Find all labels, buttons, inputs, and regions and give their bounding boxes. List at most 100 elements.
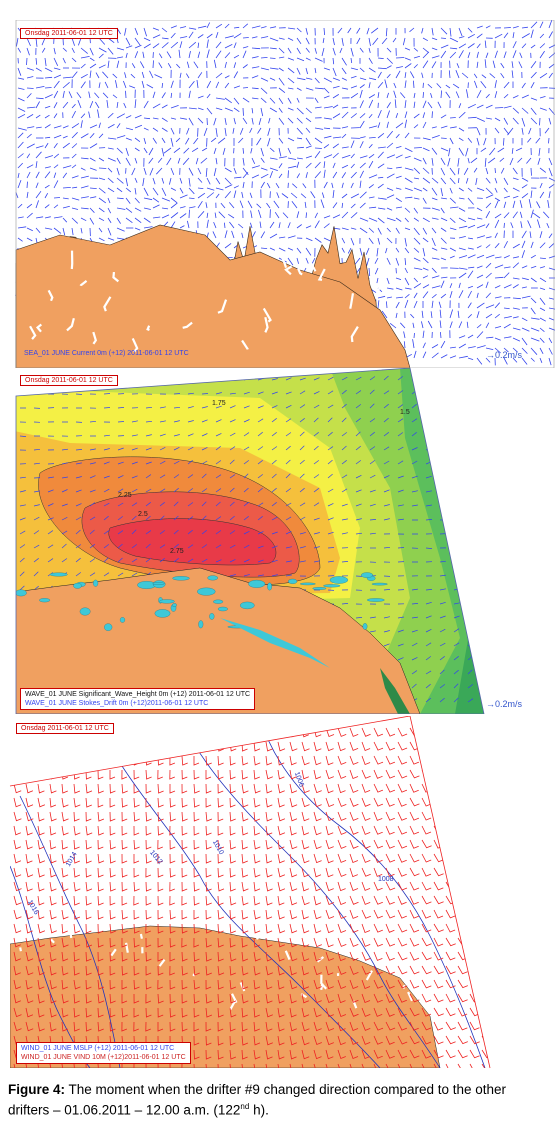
stokes-vector: [453, 697, 459, 703]
current-vector: [161, 104, 168, 109]
wind-barb: [457, 1021, 468, 1031]
current-vector: [68, 91, 73, 99]
current-vector: [158, 62, 163, 69]
wind-barb: [169, 895, 175, 906]
current-vector: [71, 132, 78, 139]
wind-barb: [289, 755, 297, 766]
current-vector: [368, 196, 375, 199]
stokes-vector: [75, 489, 82, 493]
wind-barb: [85, 881, 93, 892]
wind-barb: [481, 909, 490, 919]
wind-barb: [349, 895, 359, 905]
current-vector: [368, 67, 376, 73]
wind-barb: [25, 755, 34, 766]
current-vector: [350, 113, 357, 119]
wind-barb: [97, 867, 104, 878]
wind-barb: [181, 783, 188, 794]
stokes-vector: [201, 501, 207, 507]
current-vector: [161, 92, 166, 99]
wind-barb: [265, 853, 273, 864]
stokes-vector: [397, 489, 404, 493]
wind-barb: [373, 1049, 383, 1059]
wind-barb: [49, 979, 57, 990]
current-vector: [548, 287, 555, 291]
current-vector: [269, 157, 278, 160]
current-vector: [26, 237, 33, 242]
current-vector: [437, 101, 442, 109]
wind-barb: [337, 1035, 346, 1046]
wind-barb: [265, 881, 273, 892]
wind-barb: [265, 993, 273, 1004]
stokes-vector: [61, 462, 68, 465]
current-vector: [402, 37, 406, 46]
current-vector: [332, 152, 339, 159]
wind-barb: [253, 825, 260, 836]
current-vector: [386, 167, 393, 169]
stokes-vector: [33, 530, 40, 535]
wind-barb: [421, 741, 432, 751]
current-vector: [494, 219, 500, 229]
current-vector: [476, 284, 484, 289]
coastal-ice: [152, 582, 165, 585]
wind-barb: [109, 951, 116, 962]
current-vector: [494, 276, 504, 279]
current-vector: [26, 191, 29, 199]
stokes-vector: [243, 460, 250, 465]
stokes-vector: [89, 544, 96, 549]
wind-barb: [301, 951, 310, 962]
wind-barb: [85, 1063, 92, 1068]
current-vector: [395, 227, 400, 234]
wind-barb: [217, 797, 224, 808]
current-vector: [431, 135, 440, 139]
current-vector: [548, 267, 555, 271]
current-vector: [95, 101, 100, 109]
wind-barb: [325, 937, 334, 948]
current-vector: [431, 293, 437, 299]
stokes-vector: [229, 419, 236, 423]
current-vector: [62, 187, 71, 189]
current-vector: [548, 177, 555, 182]
current-vector: [548, 31, 553, 39]
wind-barb: [241, 839, 248, 850]
stokes-vector: [355, 489, 362, 493]
wind-barb: [457, 783, 468, 793]
current-vector: [260, 167, 268, 171]
current-vector: [377, 227, 382, 235]
stokes-vector: [341, 603, 349, 605]
wind-barb: [481, 923, 490, 933]
wind-barb: [313, 769, 322, 780]
current-vector: [386, 217, 396, 222]
current-vector: [304, 201, 307, 209]
stokes-vector: [439, 669, 445, 675]
wind-barb: [13, 979, 22, 990]
current-vector: [143, 197, 153, 201]
current-vector: [512, 337, 521, 342]
current-vector: [80, 120, 83, 129]
current-vector: [473, 73, 478, 79]
wind-barb: [61, 951, 69, 962]
wind-barb: [229, 867, 236, 878]
wind-barb: [193, 881, 200, 892]
current-vector: [359, 247, 363, 256]
current-vector: [395, 312, 398, 319]
wind-barb: [265, 965, 273, 976]
current-vector: [287, 37, 294, 41]
fjord: [110, 948, 117, 957]
current-vector: [170, 25, 177, 29]
current-vector: [116, 56, 124, 59]
stokes-vector: [355, 617, 363, 619]
wind-barb: [373, 741, 384, 751]
current-vector: [242, 64, 248, 69]
current-vector: [374, 267, 379, 275]
current-vector: [440, 280, 445, 289]
current-vector: [503, 137, 505, 146]
wind-barb: [325, 755, 334, 766]
wind-barb: [385, 923, 395, 933]
wind-barb: [13, 895, 22, 906]
current-vector: [377, 57, 384, 59]
current-vector: [458, 267, 468, 270]
current-vector: [35, 101, 40, 109]
wind-barb: [457, 839, 468, 849]
current-vector: [116, 123, 121, 129]
current-vector: [278, 156, 287, 159]
